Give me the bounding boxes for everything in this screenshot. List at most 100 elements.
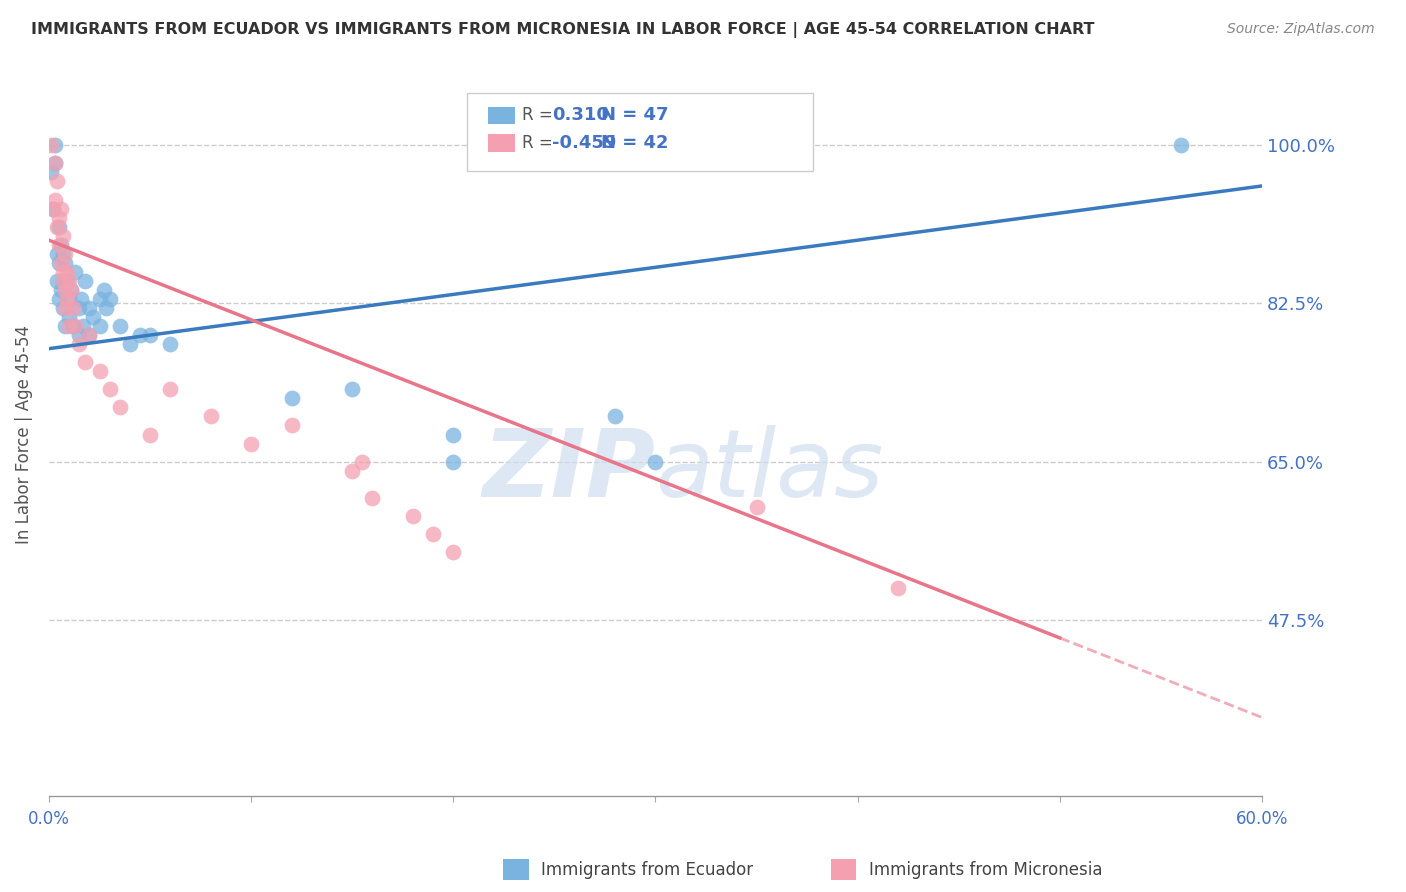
Point xyxy=(422,527,444,541)
Text: -0.459: -0.459 xyxy=(553,134,617,153)
Point xyxy=(65,319,87,334)
Point xyxy=(53,319,76,334)
Text: ZIP: ZIP xyxy=(482,425,655,516)
Point xyxy=(98,292,121,306)
Point xyxy=(94,301,117,315)
Point xyxy=(48,292,70,306)
Point xyxy=(46,174,69,188)
Point xyxy=(280,418,302,433)
Point xyxy=(44,156,66,170)
Point xyxy=(67,301,90,315)
Point xyxy=(46,246,69,260)
Point xyxy=(56,265,79,279)
Point xyxy=(56,274,79,288)
Point xyxy=(70,292,93,306)
Point xyxy=(1170,138,1192,153)
Point xyxy=(441,545,464,559)
Text: N = 42: N = 42 xyxy=(600,134,668,153)
Point xyxy=(89,292,111,306)
Point xyxy=(44,193,66,207)
Point xyxy=(139,427,162,442)
Point xyxy=(93,283,115,297)
Point xyxy=(58,319,80,334)
Point xyxy=(98,382,121,396)
Text: Immigrants from Ecuador: Immigrants from Ecuador xyxy=(541,861,754,879)
Point xyxy=(52,301,75,315)
Text: Immigrants from Micronesia: Immigrants from Micronesia xyxy=(869,861,1102,879)
Point xyxy=(72,319,94,334)
Point xyxy=(644,455,666,469)
Point xyxy=(46,274,69,288)
Point xyxy=(52,274,75,288)
Point xyxy=(39,165,62,179)
Point xyxy=(39,138,62,153)
Point xyxy=(441,427,464,442)
Point xyxy=(200,409,222,424)
Point xyxy=(402,508,425,523)
Point xyxy=(159,382,181,396)
Text: 0.310: 0.310 xyxy=(553,106,609,124)
FancyBboxPatch shape xyxy=(488,135,515,152)
Point xyxy=(49,283,72,297)
Point xyxy=(58,310,80,324)
Point xyxy=(67,328,90,343)
Point xyxy=(342,382,364,396)
Point xyxy=(361,491,384,505)
Point xyxy=(79,328,101,343)
Point xyxy=(49,202,72,216)
Point xyxy=(58,274,80,288)
Text: R =: R = xyxy=(522,106,553,124)
Point xyxy=(60,283,83,297)
Point xyxy=(58,292,80,306)
Point xyxy=(887,581,910,595)
Point xyxy=(52,274,75,288)
Point xyxy=(159,337,181,351)
Point xyxy=(75,355,97,369)
Point xyxy=(139,328,162,343)
Point xyxy=(52,228,75,243)
Text: N = 47: N = 47 xyxy=(600,106,668,124)
Point xyxy=(53,283,76,297)
Point xyxy=(42,202,65,216)
Text: IMMIGRANTS FROM ECUADOR VS IMMIGRANTS FROM MICRONESIA IN LABOR FORCE | AGE 45-54: IMMIGRANTS FROM ECUADOR VS IMMIGRANTS FR… xyxy=(31,22,1094,38)
Point xyxy=(352,455,374,469)
Point xyxy=(56,292,79,306)
Point xyxy=(342,464,364,478)
Point xyxy=(49,237,72,252)
Point xyxy=(79,301,101,315)
Point xyxy=(129,328,152,343)
Point xyxy=(118,337,141,351)
Point xyxy=(53,246,76,260)
Point xyxy=(42,202,65,216)
Point xyxy=(108,319,131,334)
Point xyxy=(46,219,69,234)
FancyBboxPatch shape xyxy=(467,93,813,170)
Point xyxy=(60,283,83,297)
Point xyxy=(67,337,90,351)
Point xyxy=(53,301,76,315)
Point xyxy=(62,319,84,334)
Point xyxy=(603,409,626,424)
Point xyxy=(62,301,84,315)
Point xyxy=(79,328,101,343)
Point xyxy=(108,401,131,415)
Point xyxy=(48,256,70,270)
Point xyxy=(44,156,66,170)
Point xyxy=(48,211,70,225)
Text: atlas: atlas xyxy=(655,425,884,516)
Point xyxy=(53,256,76,270)
Point xyxy=(441,455,464,469)
Point xyxy=(44,138,66,153)
Text: R =: R = xyxy=(522,134,553,153)
Point xyxy=(48,237,70,252)
Point xyxy=(65,265,87,279)
Point xyxy=(89,364,111,378)
Point xyxy=(52,246,75,260)
Point xyxy=(52,265,75,279)
Point xyxy=(49,256,72,270)
Point xyxy=(82,310,104,324)
Point xyxy=(745,500,768,514)
Point xyxy=(280,392,302,406)
Point xyxy=(89,319,111,334)
Point xyxy=(75,274,97,288)
